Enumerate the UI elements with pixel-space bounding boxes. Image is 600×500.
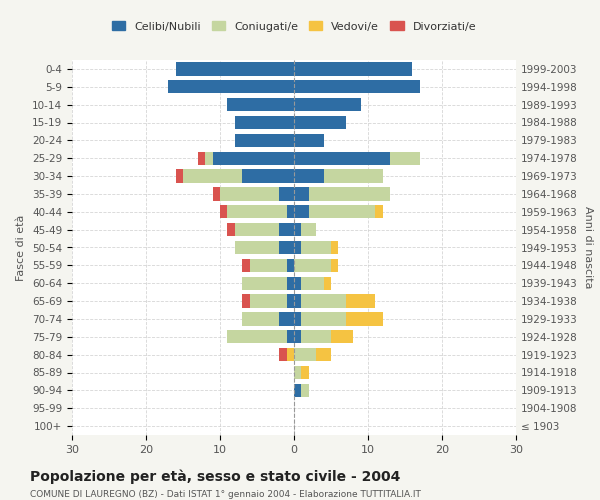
Bar [287,276,294,290]
Bar [294,98,361,112]
Bar [294,294,301,308]
Bar [294,134,323,147]
Bar [227,98,294,112]
Bar [220,205,227,218]
Bar [227,330,287,344]
Bar [279,348,287,362]
Bar [294,276,301,290]
Bar [250,258,287,272]
Bar [235,134,294,147]
Bar [294,241,301,254]
Bar [301,384,309,397]
Bar [279,187,294,200]
Bar [287,348,294,362]
Bar [176,62,294,76]
Bar [301,223,316,236]
Bar [294,187,309,200]
Bar [242,170,294,183]
Bar [294,312,301,326]
Bar [205,152,212,165]
Bar [309,205,376,218]
Bar [294,348,316,362]
Bar [279,223,294,236]
Bar [242,258,250,272]
Bar [287,330,294,344]
Bar [331,241,338,254]
Bar [212,187,220,200]
Bar [346,294,376,308]
Bar [294,258,331,272]
Text: COMUNE DI LAUREGNO (BZ) - Dati ISTAT 1° gennaio 2004 - Elaborazione TUTTITALIA.I: COMUNE DI LAUREGNO (BZ) - Dati ISTAT 1° … [30,490,421,499]
Bar [287,294,294,308]
Bar [294,223,301,236]
Bar [220,187,279,200]
Bar [294,116,346,129]
Bar [227,223,235,236]
Bar [279,241,294,254]
Bar [331,330,353,344]
Bar [331,258,338,272]
Bar [294,330,301,344]
Bar [198,152,205,165]
Bar [294,152,390,165]
Bar [294,384,301,397]
Bar [346,312,383,326]
Bar [168,80,294,94]
Legend: Celibi/Nubili, Coniugati/e, Vedovi/e, Divorziati/e: Celibi/Nubili, Coniugati/e, Vedovi/e, Di… [107,17,481,36]
Bar [294,170,323,183]
Bar [323,170,383,183]
Text: Popolazione per età, sesso e stato civile - 2004: Popolazione per età, sesso e stato civil… [30,470,400,484]
Bar [316,348,331,362]
Bar [301,366,309,379]
Bar [235,116,294,129]
Bar [242,276,287,290]
Bar [301,241,331,254]
Bar [235,223,279,236]
Bar [235,241,279,254]
Bar [183,170,242,183]
Bar [250,294,287,308]
Bar [294,366,301,379]
Bar [301,312,346,326]
Bar [376,205,383,218]
Bar [390,152,420,165]
Bar [287,205,294,218]
Bar [242,294,250,308]
Bar [227,205,287,218]
Bar [294,205,309,218]
Y-axis label: Fasce di età: Fasce di età [16,214,26,280]
Bar [242,312,279,326]
Bar [279,312,294,326]
Bar [287,258,294,272]
Y-axis label: Anni di nascita: Anni di nascita [583,206,593,289]
Bar [301,294,346,308]
Bar [294,62,412,76]
Bar [323,276,331,290]
Bar [301,330,331,344]
Bar [309,187,390,200]
Bar [301,276,323,290]
Bar [176,170,183,183]
Bar [294,80,420,94]
Bar [212,152,294,165]
